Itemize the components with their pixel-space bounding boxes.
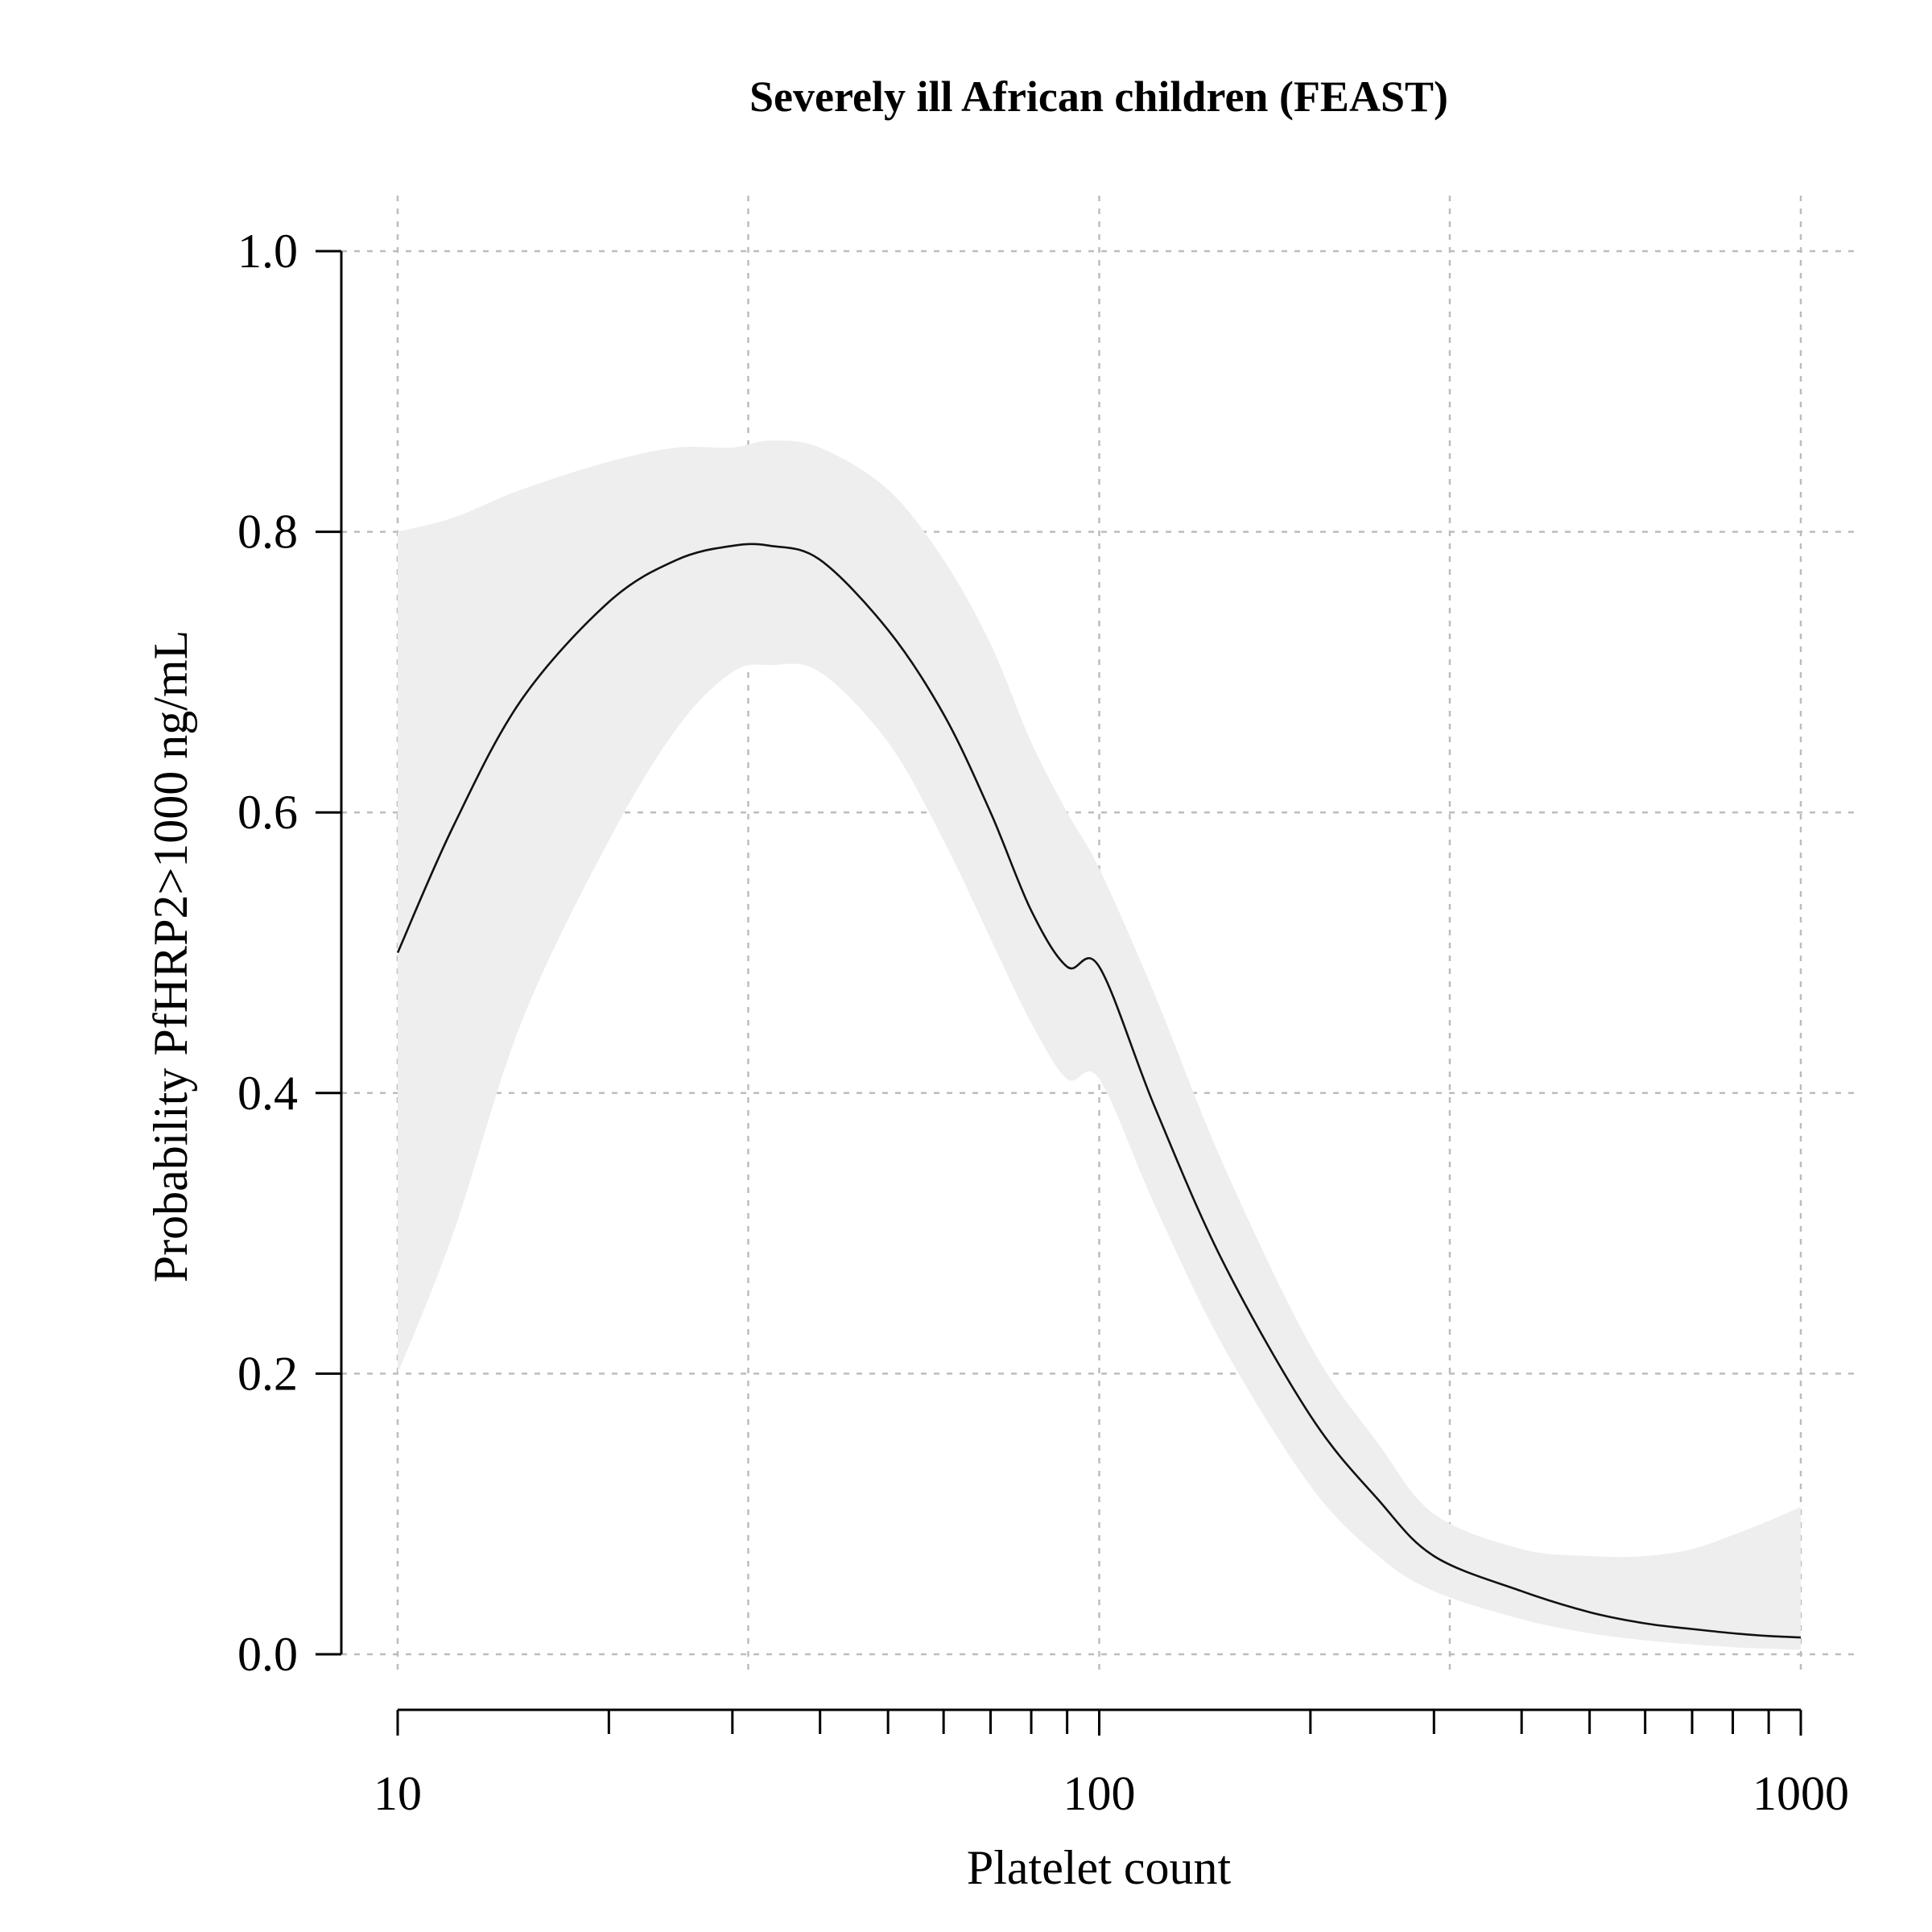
- y-tick-label: 0.4: [237, 1067, 298, 1120]
- fit-line-group: [396, 543, 1802, 1639]
- y-tick-label: 0.8: [237, 506, 298, 559]
- grid: [341, 196, 1856, 1676]
- y-tick-label: 0.6: [237, 786, 298, 839]
- x-tick-label: 100: [1063, 1767, 1136, 1820]
- axes: 0.0 0.2 0.4 0.6 0.8 1.0 10 100 1000: [237, 225, 1849, 1820]
- x-tick-label: 1000: [1752, 1767, 1849, 1820]
- confidence-band-group: [398, 440, 1801, 1650]
- x-tick-label: 10: [374, 1767, 422, 1820]
- y-tick-label: 0.0: [237, 1628, 298, 1681]
- y-tick-label: 0.2: [237, 1347, 298, 1400]
- chart-title: Severely ill African children (FEAST): [749, 72, 1448, 121]
- x-axis-title: Platelet count: [967, 1841, 1232, 1894]
- fitted-probability-line: [396, 543, 1802, 1639]
- confidence-band: [398, 440, 1801, 1650]
- y-tick-label: 1.0: [237, 225, 298, 278]
- y-axis-title: Probability PfHRP2>1000 ng/mL: [144, 630, 197, 1283]
